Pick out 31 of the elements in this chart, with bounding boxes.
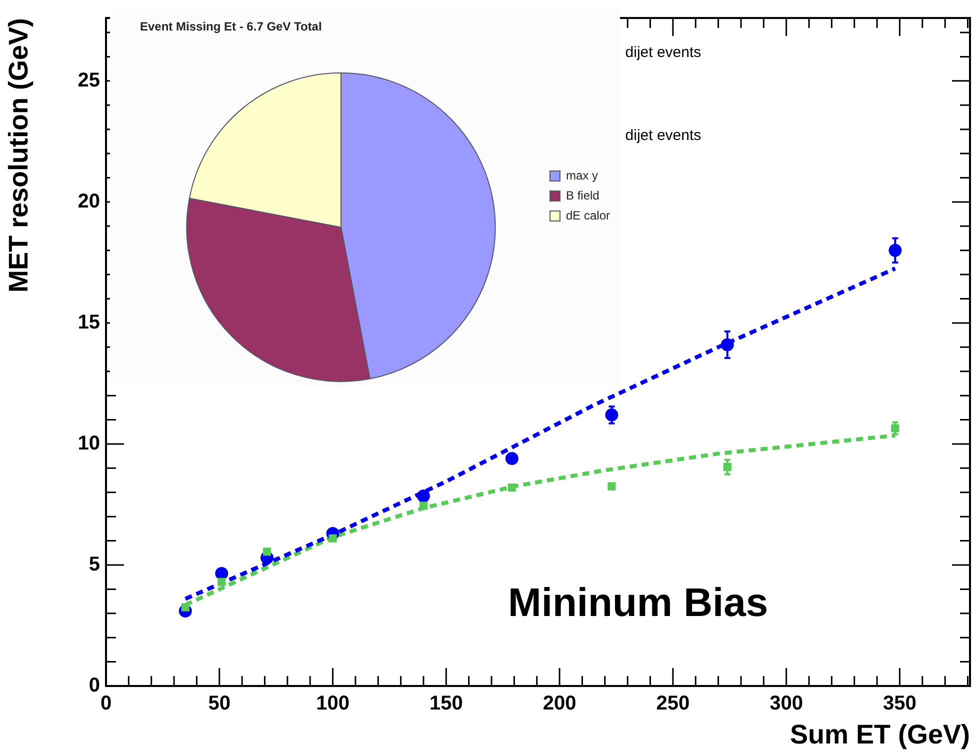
y-tick-label: 0 [88, 674, 100, 697]
chart-title: Event Missing Et - 6.7 GeV Total [140, 20, 322, 34]
point [218, 578, 226, 586]
point [608, 482, 616, 490]
y-tick-label: 20 [78, 190, 100, 212]
x-tick-label: 250 [656, 692, 690, 715]
x-tick-label: 50 [208, 692, 231, 715]
x-axis-title: Sum ET (GeV) [790, 719, 970, 750]
y-axis-title: MET resolution (GeV) [4, 18, 34, 293]
x-tick-label: 200 [542, 692, 576, 715]
x-tick-label: 300 [770, 692, 803, 715]
y-tick-label: 5 [88, 554, 100, 576]
point [215, 566, 228, 580]
annotation: Mininum Bias [508, 580, 768, 625]
y-tick-label: 15 [78, 311, 100, 334]
y-tick-label: 25 [78, 69, 100, 92]
legend-label: B field [566, 188, 600, 202]
legend-label: max y [566, 168, 598, 182]
annotation: dijet events [625, 44, 702, 62]
legend-label: dE calor [566, 208, 610, 222]
x-tick-label: 150 [429, 692, 463, 715]
point [328, 534, 337, 542]
point [262, 548, 272, 556]
annotation: dijet events [625, 127, 702, 144]
x-tick-label: 100 [316, 692, 350, 715]
point [505, 452, 518, 465]
point [508, 484, 516, 492]
point [419, 502, 428, 510]
point [416, 490, 430, 503]
y-tick-label: 10 [78, 432, 100, 454]
x-tick-label: 350 [883, 692, 916, 715]
